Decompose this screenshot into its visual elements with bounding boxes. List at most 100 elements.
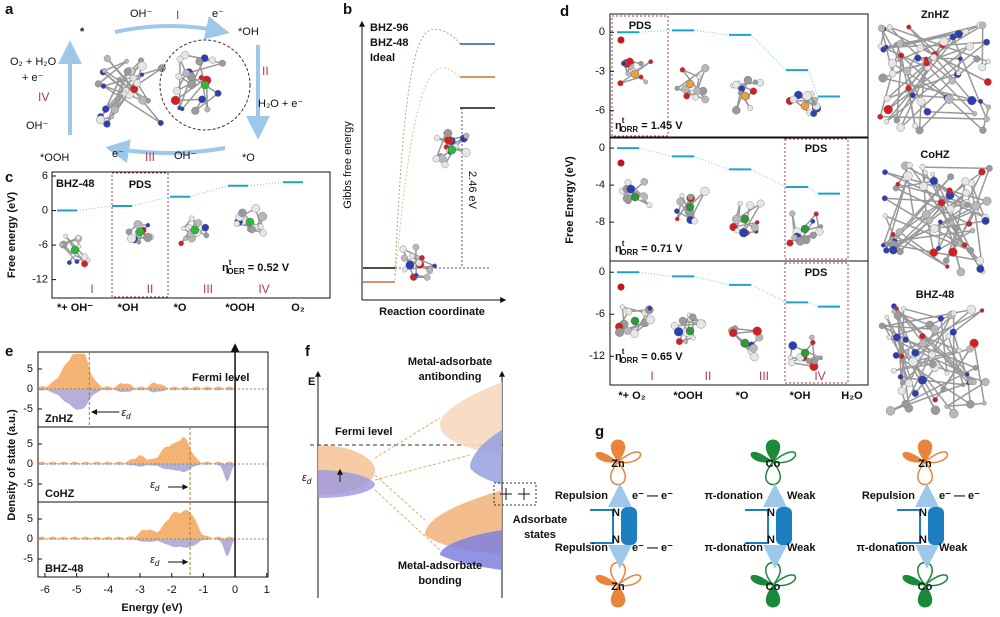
y-tick-label: -5 — [23, 403, 33, 415]
label: N — [612, 507, 620, 519]
atom — [930, 325, 940, 334]
antibonding-band — [440, 382, 502, 455]
bond — [891, 62, 948, 99]
x-tick-label: -2 — [167, 584, 177, 596]
label: * — [80, 26, 85, 38]
atom — [944, 264, 950, 269]
atom — [815, 227, 824, 236]
atom — [638, 60, 644, 67]
atom — [787, 354, 793, 360]
bond — [925, 58, 953, 82]
panel-label: f — [305, 343, 311, 360]
atom — [981, 216, 990, 225]
label: e⁻ — [112, 148, 124, 160]
atom — [626, 57, 634, 66]
atom — [701, 95, 710, 104]
atom — [957, 56, 963, 62]
atom — [878, 322, 886, 329]
orbital-lobe — [750, 451, 773, 463]
atom — [218, 59, 226, 67]
atom — [643, 79, 649, 85]
atom — [749, 352, 759, 362]
bond — [931, 173, 962, 273]
atom — [81, 260, 89, 268]
atom — [432, 263, 437, 269]
atom — [795, 236, 805, 246]
atom — [626, 184, 636, 194]
connector — [638, 147, 673, 157]
x-tick-label: *O — [736, 390, 749, 402]
molecule — [728, 325, 764, 362]
atom — [622, 194, 631, 203]
bond — [940, 318, 948, 374]
atom — [985, 164, 993, 172]
connector — [807, 301, 819, 308]
label: Density of state (a.u.) — [6, 409, 18, 521]
atom — [911, 214, 917, 220]
bond — [903, 307, 942, 320]
atom — [743, 75, 753, 85]
atom — [187, 79, 197, 89]
metal-atom — [740, 91, 750, 101]
cycle-arrow — [105, 139, 226, 163]
metal-atom — [740, 214, 750, 224]
x-tick-label: -3 — [135, 584, 145, 596]
atom — [701, 64, 710, 73]
atom — [257, 223, 264, 230]
atom — [259, 229, 267, 237]
correlation-line — [374, 454, 471, 481]
ligand — [590, 509, 614, 544]
x-tick-label: -6 — [40, 584, 50, 596]
step-numeral: III — [759, 369, 769, 383]
bond — [908, 329, 936, 384]
atom — [897, 386, 906, 396]
metal-atom — [190, 225, 200, 235]
label: bonding — [418, 575, 461, 587]
bond — [884, 197, 971, 252]
y-tick-label: -6 — [38, 239, 48, 251]
atom — [810, 339, 816, 346]
atom — [94, 80, 102, 88]
atom — [944, 94, 954, 104]
atom — [904, 379, 914, 388]
label-part: d — [155, 484, 160, 493]
bond — [937, 221, 942, 249]
orbital-lobe — [595, 574, 618, 586]
y-tick-label: -12 — [32, 273, 48, 285]
orbital-lobe — [917, 585, 933, 608]
atom — [979, 126, 987, 134]
molecule — [878, 303, 990, 419]
bond — [981, 25, 984, 68]
atom — [176, 55, 184, 63]
label: Free energy (eV) — [6, 192, 18, 279]
label: I — [176, 8, 179, 22]
dos-fill — [38, 353, 268, 389]
atom — [732, 80, 740, 89]
correlation-line — [374, 417, 441, 459]
atom — [615, 327, 625, 337]
label: εd — [121, 407, 131, 421]
atom — [110, 105, 119, 114]
molecule — [880, 161, 993, 277]
metal-atom — [630, 69, 640, 79]
bond — [682, 69, 700, 78]
atom — [689, 313, 697, 321]
atom — [916, 97, 926, 106]
atom — [970, 379, 977, 386]
label: π-donation — [704, 542, 763, 554]
bond — [901, 308, 905, 383]
atom — [969, 338, 979, 348]
step-numeral: IV — [814, 369, 825, 383]
atom — [248, 225, 256, 234]
pathway — [394, 67, 461, 281]
bond — [918, 101, 922, 131]
label-part: ORR — [620, 248, 638, 257]
atom — [903, 171, 913, 181]
atom — [906, 162, 913, 169]
atom — [674, 208, 680, 214]
label: OH⁻ — [174, 150, 197, 162]
atom — [978, 98, 984, 104]
label-part: d — [155, 559, 160, 568]
bond — [922, 379, 964, 386]
atom — [928, 359, 937, 368]
